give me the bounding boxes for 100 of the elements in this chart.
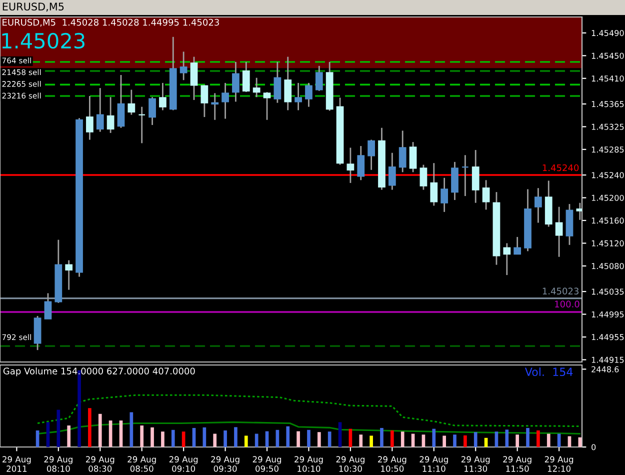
chart-title: EURUSD,M5: [2, 2, 64, 12]
y-tick-label: 1.45080: [592, 263, 624, 270]
bar: [307, 430, 310, 447]
annotation: 100.0: [555, 300, 580, 308]
y-tick-label: 1.45160: [592, 218, 624, 224]
ref-line-label: 1.45240: [542, 164, 579, 172]
candlestick: [263, 91, 271, 121]
bar: [370, 436, 373, 447]
x-tick-label: 29 Aug 10:30: [336, 456, 364, 472]
y-tick-label: 1.45285: [592, 146, 624, 153]
bar: [494, 432, 498, 447]
candlestick: [222, 82, 229, 120]
bar: [244, 436, 248, 447]
y-tick-label: 1.44995: [592, 311, 624, 318]
candlestick: [440, 177, 448, 213]
bar: [182, 432, 186, 447]
x-tick-label: 29 Aug 12:10: [544, 456, 574, 472]
bar: [213, 434, 217, 447]
bar: [224, 430, 227, 447]
candlestick: [398, 130, 406, 173]
y-tick-label: 1.45200: [592, 194, 624, 201]
bar: [422, 434, 426, 447]
bar: [516, 434, 519, 447]
candlestick: [462, 154, 469, 197]
y-tick-label: 1.45365: [592, 101, 624, 108]
y-tick-label: 1.44955: [592, 334, 624, 340]
y-tick-label: 1.45450: [592, 52, 624, 59]
bar: [578, 437, 582, 447]
bar: [338, 422, 342, 447]
x-tick-label: 29 Aug 10:10: [294, 456, 323, 472]
bar: [67, 425, 71, 447]
candlestick: [211, 92, 219, 121]
candlestick: [315, 65, 323, 92]
bar: [474, 432, 478, 447]
candlestick: [451, 161, 458, 201]
x-tick-label: 29 Aug 2011: [2, 456, 31, 472]
x-tick-label: 29 Aug 09:30: [211, 456, 240, 472]
candlestick: [148, 96, 156, 126]
candlestick: [284, 56, 292, 111]
candlestick: [294, 82, 302, 111]
bar: [536, 430, 540, 447]
candlestick: [482, 179, 490, 210]
y-tick-label: 1.45240: [592, 172, 624, 178]
x-tick-label: 29 Aug 08:50: [128, 456, 156, 472]
y-tick-label: 2448.6: [592, 366, 619, 372]
bar: [161, 432, 164, 447]
bar: [254, 434, 258, 447]
bar: [150, 427, 154, 447]
x-tick-label: 29 Aug 10:50: [378, 456, 406, 472]
bar: [36, 430, 40, 447]
line-series: [36, 421, 581, 435]
y-tick-label: 1.44915: [592, 356, 624, 363]
bar: [286, 426, 290, 447]
bar: [546, 434, 550, 447]
x-tick-label: 29 Aug 08:10: [44, 456, 72, 472]
bar: [171, 430, 175, 447]
y-tick-label: 1.45325: [592, 124, 624, 130]
candlestick: [430, 162, 438, 206]
y-tick-label: 1.45035: [592, 288, 624, 295]
candlestick: [534, 187, 542, 224]
bar: [140, 425, 144, 447]
candlestick: [106, 96, 114, 134]
x-tick-label: 29 Aug 09:10: [169, 456, 198, 472]
candlestick: [503, 242, 511, 276]
y-tick-label: 1.45490: [592, 30, 624, 36]
bar: [88, 408, 92, 447]
bar: [400, 432, 404, 447]
candlestick: [305, 82, 312, 108]
candlestick: [346, 147, 354, 184]
candlestick: [96, 87, 104, 133]
bar: [411, 434, 415, 447]
candlestick: [86, 95, 94, 140]
bar: [505, 430, 509, 447]
candlestick: [200, 84, 208, 118]
bar: [234, 427, 238, 447]
y-tick-label: 1.45120: [592, 240, 624, 246]
bar: [390, 430, 394, 447]
candlestick: [180, 50, 188, 81]
candlestick: [555, 206, 563, 258]
candlestick: [420, 164, 428, 190]
bar: [526, 428, 530, 447]
line-series: [36, 394, 581, 428]
bar: [557, 434, 561, 447]
candlestick: [44, 292, 52, 320]
candlestick: [65, 260, 73, 291]
candlestick: [128, 89, 136, 116]
bar: [130, 412, 134, 447]
bar: [432, 428, 436, 447]
candlestick: [409, 141, 417, 173]
bar: [56, 410, 60, 447]
x-tick-label: 29 Aug 11:50: [503, 456, 532, 472]
candlestick: [357, 145, 365, 181]
bar: [192, 428, 196, 447]
bar: [442, 436, 446, 447]
annotation: 1.45023: [2, 32, 84, 49]
bar: [359, 434, 363, 447]
bar: [380, 428, 384, 447]
candlestick: [252, 77, 260, 98]
candlestick: [242, 61, 250, 93]
candlestick: [232, 61, 240, 102]
